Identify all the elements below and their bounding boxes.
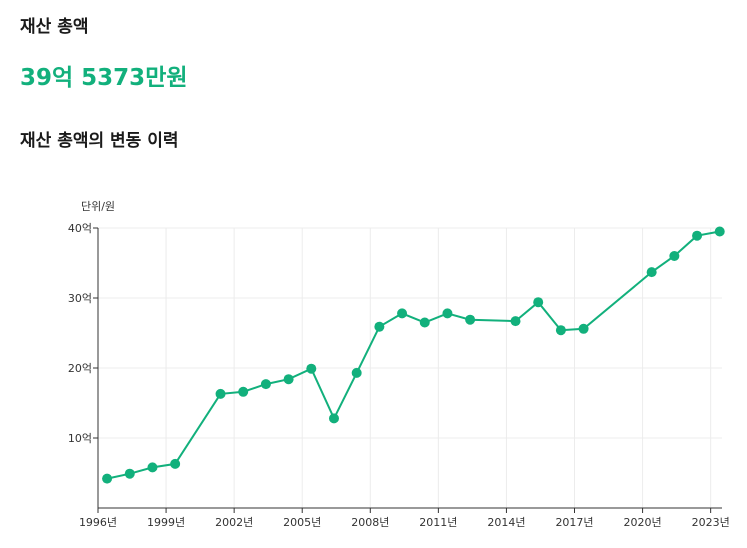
data-point bbox=[465, 314, 476, 325]
total-assets-value: 39억 5373만원 bbox=[20, 65, 188, 91]
data-point bbox=[351, 367, 362, 378]
x-tick-label: 1996년 bbox=[79, 516, 117, 529]
x-tick-label: 2005년 bbox=[283, 516, 321, 529]
data-point bbox=[510, 316, 521, 327]
y-tick-label: 30억 bbox=[68, 292, 92, 305]
data-point bbox=[555, 325, 566, 336]
data-point bbox=[578, 323, 589, 334]
x-tick-label: 1999년 bbox=[147, 516, 185, 529]
data-point bbox=[442, 308, 453, 319]
x-tick-label: 2002년 bbox=[215, 516, 253, 529]
data-point bbox=[170, 458, 181, 469]
data-point bbox=[533, 297, 544, 308]
data-point bbox=[306, 363, 317, 374]
data-point bbox=[374, 321, 385, 332]
series-line-path bbox=[106, 230, 720, 480]
data-point bbox=[328, 413, 339, 424]
data-point bbox=[215, 388, 226, 399]
data-points bbox=[102, 226, 725, 484]
x-tick-label: 2011년 bbox=[419, 516, 457, 529]
data-point bbox=[692, 230, 703, 241]
x-tick-label: 2023년 bbox=[692, 516, 730, 529]
x-tick-label: 2008년 bbox=[351, 516, 389, 529]
y-tick-label: 10억 bbox=[68, 432, 92, 445]
data-point bbox=[419, 317, 430, 328]
axes bbox=[93, 227, 722, 513]
chart-title: 재산 총액의 변동 이력 bbox=[20, 131, 179, 151]
data-point bbox=[260, 379, 271, 390]
data-point bbox=[283, 374, 294, 385]
data-point bbox=[646, 267, 657, 278]
unit-label: 단위/원 bbox=[81, 200, 115, 213]
data-point bbox=[102, 473, 113, 484]
x-tick-label: 2014년 bbox=[487, 516, 525, 529]
tick-labels: 10억 20억 30억 40억 1996년 1999년 2002년 2005년 2008년 201… bbox=[68, 200, 730, 529]
x-tick-label: 2017년 bbox=[555, 516, 593, 529]
y-tick-label: 20억 bbox=[68, 362, 92, 375]
total-assets-label: 재산 총액 bbox=[20, 17, 89, 37]
y-tick-label: 40억 bbox=[68, 222, 92, 235]
data-point bbox=[238, 386, 249, 397]
series-line bbox=[106, 230, 720, 480]
data-point bbox=[669, 251, 680, 261]
data-point bbox=[714, 226, 725, 237]
x-tick-label: 2020년 bbox=[624, 516, 662, 529]
data-point bbox=[124, 468, 135, 479]
data-point bbox=[397, 308, 408, 319]
data-point bbox=[147, 462, 158, 473]
grid bbox=[97, 227, 722, 508]
